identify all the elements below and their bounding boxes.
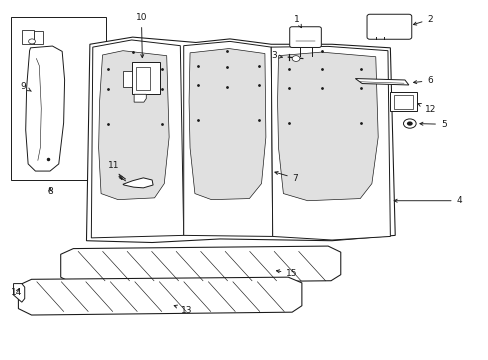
Text: 6: 6: [413, 76, 432, 85]
Polygon shape: [277, 52, 377, 201]
Polygon shape: [189, 49, 265, 200]
Bar: [135, 67, 150, 90]
Polygon shape: [86, 37, 394, 243]
Polygon shape: [19, 277, 301, 315]
Polygon shape: [14, 284, 25, 302]
Text: 3: 3: [270, 51, 282, 60]
Circle shape: [403, 119, 415, 128]
Text: 14: 14: [11, 288, 22, 297]
Bar: [22, 30, 34, 44]
Bar: [11, 18, 106, 180]
Text: 12: 12: [417, 104, 435, 114]
Text: 2: 2: [412, 15, 432, 25]
Polygon shape: [122, 178, 153, 188]
Text: 8: 8: [47, 187, 53, 196]
FancyBboxPatch shape: [366, 14, 411, 39]
Polygon shape: [26, 46, 64, 171]
Bar: [34, 31, 43, 44]
Polygon shape: [122, 71, 131, 87]
Polygon shape: [99, 51, 169, 200]
Bar: [131, 62, 160, 94]
Text: 11: 11: [108, 161, 122, 180]
Polygon shape: [183, 41, 272, 237]
Text: 15: 15: [276, 269, 297, 278]
Circle shape: [291, 56, 299, 62]
Circle shape: [29, 39, 35, 44]
Text: 5: 5: [419, 120, 446, 129]
Bar: [389, 92, 416, 111]
Text: 7: 7: [274, 171, 298, 183]
Polygon shape: [91, 40, 183, 238]
Text: 4: 4: [393, 196, 461, 205]
Text: 13: 13: [174, 305, 192, 315]
FancyBboxPatch shape: [289, 27, 321, 48]
Polygon shape: [355, 78, 408, 85]
Bar: [393, 95, 412, 109]
Polygon shape: [271, 46, 389, 240]
Polygon shape: [61, 246, 340, 284]
Text: 1: 1: [294, 15, 301, 28]
Polygon shape: [134, 94, 146, 102]
Circle shape: [406, 121, 412, 126]
Text: 9: 9: [20, 82, 31, 91]
Text: 10: 10: [135, 13, 147, 58]
